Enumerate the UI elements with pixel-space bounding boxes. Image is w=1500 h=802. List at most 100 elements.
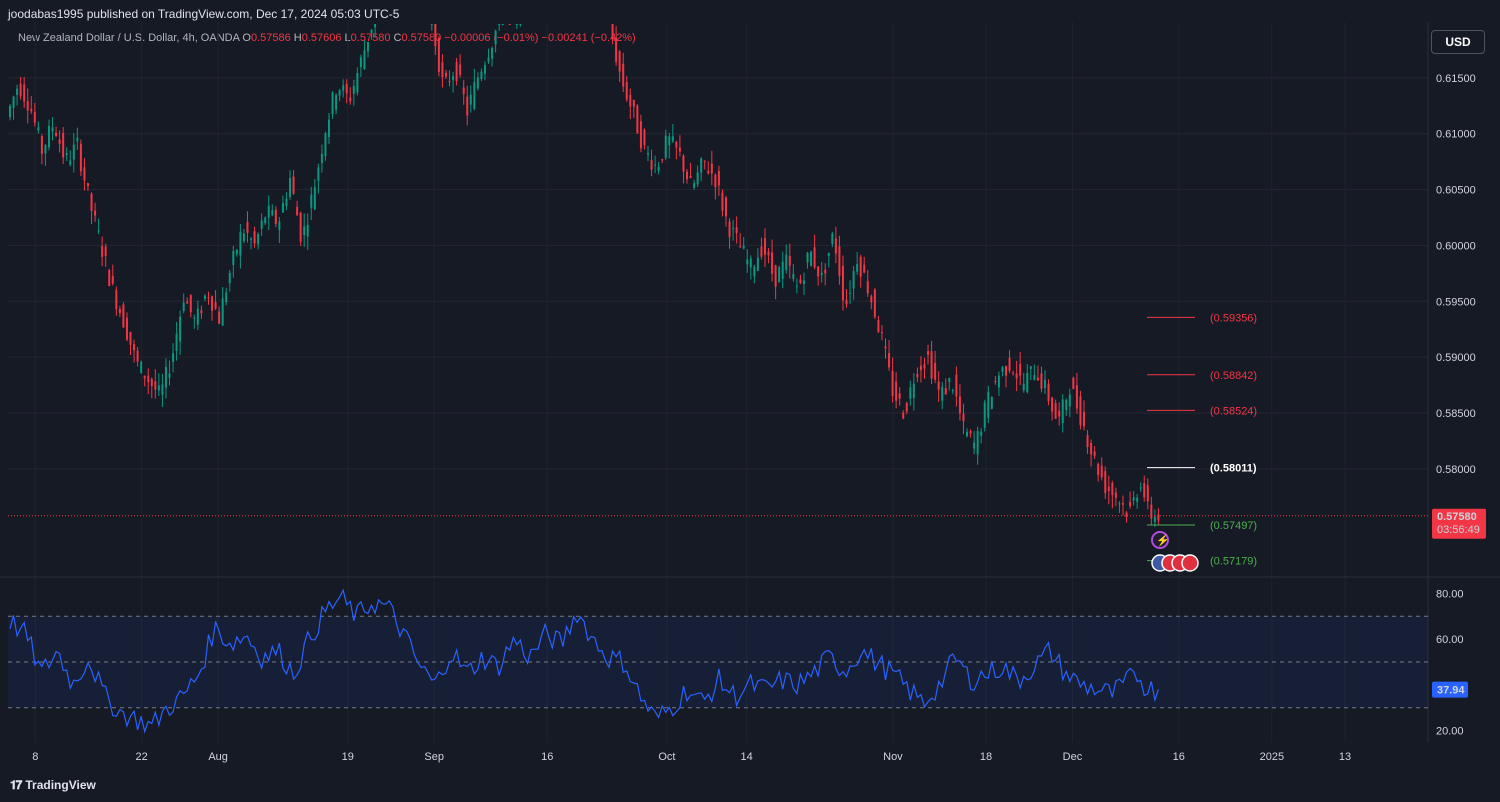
candle-body — [356, 72, 359, 93]
candle-body — [966, 431, 969, 437]
candle-body — [973, 442, 976, 449]
price-tick-label: 0.58500 — [1436, 408, 1476, 420]
time-tick-label: 2025 — [1260, 751, 1284, 763]
candle-body — [732, 227, 735, 229]
last-price-label: 0.57580 — [1437, 511, 1477, 523]
candle-body — [845, 299, 848, 305]
footer-brand: TradingView — [25, 778, 96, 792]
high-value: 0.57606 — [301, 32, 342, 44]
candle-body — [1015, 373, 1018, 379]
candle-body — [207, 297, 210, 299]
candle-body — [161, 384, 164, 395]
candle-body — [203, 295, 206, 299]
candle-body — [792, 274, 795, 279]
currency-button[interactable]: USD — [1431, 30, 1485, 54]
candle-body — [108, 269, 111, 287]
candle-body — [958, 396, 961, 414]
candle-body — [941, 386, 944, 401]
candle-body — [374, 24, 377, 28]
candle-body — [891, 370, 894, 397]
candle-body — [452, 76, 455, 81]
candle-body — [742, 245, 745, 249]
candle-body — [898, 393, 901, 399]
candle-body — [317, 167, 320, 181]
candle-body — [831, 233, 834, 244]
candle-body — [756, 257, 759, 271]
candle-body — [501, 24, 504, 25]
candle-body — [459, 64, 462, 75]
lightning-event-icon — [1151, 531, 1169, 549]
candle-body — [859, 256, 862, 277]
candle-body — [820, 272, 823, 276]
candle-body — [1029, 366, 1032, 369]
economic-event-icon — [1181, 554, 1199, 572]
candle-body — [242, 233, 245, 241]
candle-body — [487, 57, 490, 62]
candle-body — [781, 261, 784, 279]
candle-body — [363, 50, 366, 70]
candle-body — [824, 269, 827, 274]
candle-body — [951, 390, 954, 392]
candle-body — [724, 197, 727, 217]
candle-body — [335, 95, 338, 110]
candle-body — [774, 265, 777, 287]
candle-body — [133, 344, 136, 351]
candle-body — [799, 279, 802, 284]
candle-body — [122, 304, 125, 328]
candle-body — [94, 210, 97, 216]
close-value: 0.57580 — [401, 32, 442, 44]
candle-body — [310, 194, 313, 208]
candle-body — [746, 259, 749, 265]
rsi-line — [9, 588, 1159, 734]
candle-body — [1005, 366, 1008, 376]
candle-body — [714, 174, 717, 188]
price-tick-label: 0.59500 — [1436, 296, 1476, 308]
candle-body — [246, 221, 249, 233]
lightning-glyph: ⚡ — [1156, 534, 1170, 547]
candle-body — [873, 289, 876, 317]
candle-body — [62, 132, 65, 158]
candle-body — [788, 255, 791, 266]
candle-body — [671, 136, 674, 142]
candle-body — [802, 280, 805, 284]
candle-body — [912, 383, 915, 399]
candle-body — [1044, 379, 1046, 389]
candle-body — [1090, 442, 1093, 455]
candle-body — [47, 125, 50, 148]
candle-body — [430, 24, 433, 25]
candle-body — [12, 96, 15, 109]
candle-body — [303, 226, 306, 236]
candle-body — [806, 252, 809, 263]
candle-body — [476, 77, 479, 89]
candle-body — [1118, 503, 1121, 505]
candle-body — [44, 145, 47, 154]
candle-body — [611, 24, 614, 39]
time-tick-label: Aug — [208, 751, 228, 763]
candle-body — [849, 292, 852, 294]
candle-body — [1086, 435, 1089, 448]
candle-body — [1139, 487, 1142, 489]
candle-body — [622, 63, 625, 87]
candle-body — [9, 105, 11, 118]
candle-body — [1136, 497, 1139, 502]
candle-body — [852, 270, 855, 289]
candle-body — [689, 175, 692, 179]
candle-body — [895, 381, 898, 401]
candle-body — [1065, 399, 1068, 411]
candle-body — [739, 246, 742, 248]
candle-body — [1107, 486, 1110, 492]
candle-body — [1100, 465, 1103, 478]
candle-body — [1068, 394, 1071, 407]
candle-body — [654, 164, 657, 166]
countdown-label: 03:56:49 — [1437, 524, 1480, 536]
candle-body — [1079, 396, 1082, 426]
candle-body — [1061, 399, 1064, 424]
candle-body — [1111, 482, 1114, 496]
candle-body — [615, 37, 618, 62]
candle-body — [884, 346, 887, 349]
candle-body — [934, 362, 937, 380]
candle-body — [232, 250, 235, 266]
price-tick-label: 0.61500 — [1436, 73, 1476, 85]
candle-body — [1082, 412, 1085, 427]
